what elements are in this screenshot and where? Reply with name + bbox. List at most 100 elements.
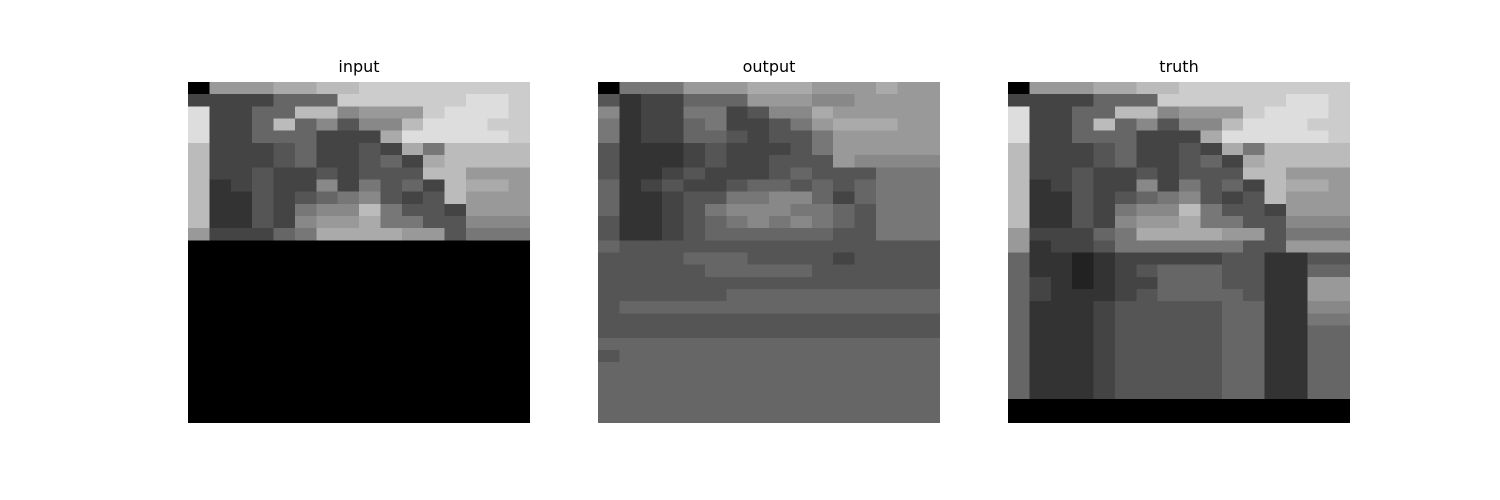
pixel bbox=[1050, 252, 1073, 265]
pixel bbox=[769, 191, 791, 205]
pixel bbox=[598, 410, 620, 423]
pixel bbox=[833, 362, 855, 375]
pixel bbox=[1072, 228, 1094, 241]
pixel bbox=[811, 264, 834, 278]
pixel bbox=[811, 82, 834, 95]
pixel bbox=[811, 386, 834, 399]
pixel bbox=[619, 337, 641, 351]
pixel bbox=[423, 118, 445, 131]
pixel bbox=[465, 215, 488, 229]
pixel bbox=[897, 228, 919, 241]
pixel bbox=[1221, 386, 1244, 399]
pixel bbox=[1008, 313, 1030, 326]
pixel bbox=[704, 386, 727, 399]
pixel bbox=[1093, 94, 1116, 107]
pixel bbox=[1221, 167, 1244, 180]
pixel bbox=[1050, 191, 1073, 205]
pixel bbox=[726, 301, 748, 314]
pixel bbox=[875, 167, 898, 180]
pixel bbox=[188, 203, 210, 217]
pixel bbox=[854, 215, 877, 229]
pixel bbox=[811, 155, 834, 168]
pixel bbox=[1050, 374, 1073, 387]
pixel bbox=[1114, 130, 1137, 144]
pixel bbox=[465, 167, 488, 180]
pixel bbox=[209, 118, 231, 131]
pixel bbox=[1136, 130, 1158, 144]
pixel bbox=[1328, 215, 1350, 229]
pixel bbox=[1157, 240, 1180, 253]
pixel bbox=[1328, 362, 1350, 375]
pixel bbox=[1179, 289, 1201, 302]
pixel bbox=[619, 155, 641, 168]
pixel bbox=[640, 167, 663, 180]
pixel bbox=[662, 215, 684, 229]
pixel bbox=[1008, 118, 1030, 131]
pixel bbox=[1243, 301, 1265, 314]
pixel bbox=[662, 349, 684, 363]
pixel bbox=[252, 203, 274, 217]
pixel bbox=[1179, 106, 1201, 119]
pixel bbox=[1008, 167, 1030, 180]
pixel bbox=[252, 82, 274, 95]
pixel bbox=[726, 118, 748, 131]
pixel bbox=[1307, 179, 1329, 192]
pixel bbox=[1200, 215, 1222, 229]
pixel bbox=[316, 179, 338, 192]
pixel bbox=[401, 167, 424, 180]
pixel bbox=[683, 142, 706, 156]
pixel bbox=[1285, 130, 1308, 144]
pixel bbox=[1093, 118, 1116, 131]
pixel bbox=[1008, 142, 1030, 156]
pixel bbox=[423, 106, 445, 119]
pixel bbox=[1307, 167, 1329, 180]
pixel bbox=[1050, 325, 1073, 338]
pixel bbox=[1285, 301, 1308, 314]
pixel bbox=[683, 276, 706, 290]
pixel bbox=[1243, 313, 1265, 326]
pixel bbox=[444, 203, 467, 217]
pixel bbox=[640, 264, 663, 278]
pixel bbox=[401, 82, 424, 95]
pixel bbox=[619, 301, 641, 314]
pixel bbox=[833, 289, 855, 302]
pixel bbox=[1136, 386, 1158, 399]
pixel bbox=[1200, 167, 1222, 180]
pixel bbox=[1264, 179, 1287, 192]
pixel bbox=[875, 240, 898, 253]
pixel bbox=[1200, 240, 1222, 253]
pixel bbox=[747, 264, 770, 278]
pixel bbox=[704, 228, 727, 241]
pixel bbox=[465, 203, 488, 217]
pixel bbox=[1093, 155, 1116, 168]
pixel bbox=[811, 130, 834, 144]
pixel bbox=[683, 289, 706, 302]
pixel bbox=[854, 374, 877, 387]
pixel bbox=[875, 82, 898, 95]
pixel bbox=[875, 398, 898, 412]
pixel bbox=[897, 337, 919, 351]
pixel bbox=[598, 142, 620, 156]
pixel bbox=[337, 191, 360, 205]
pixel bbox=[1179, 349, 1201, 363]
pixel bbox=[508, 94, 530, 107]
pixel bbox=[1221, 240, 1244, 253]
pixel bbox=[811, 240, 834, 253]
pixel bbox=[619, 398, 641, 412]
pixel bbox=[790, 106, 812, 119]
pixel bbox=[640, 142, 663, 156]
pixel bbox=[1200, 94, 1222, 107]
pixel bbox=[875, 179, 898, 192]
pixel bbox=[1029, 276, 1051, 290]
pixel bbox=[897, 203, 919, 217]
pixel bbox=[1072, 349, 1094, 363]
pixel bbox=[1029, 289, 1051, 302]
pixel bbox=[1264, 130, 1287, 144]
pixel bbox=[1221, 276, 1244, 290]
pixel bbox=[337, 94, 360, 107]
pixel bbox=[1114, 325, 1137, 338]
pixel bbox=[747, 130, 770, 144]
pixel bbox=[683, 167, 706, 180]
pixel bbox=[640, 118, 663, 131]
pixel bbox=[833, 374, 855, 387]
